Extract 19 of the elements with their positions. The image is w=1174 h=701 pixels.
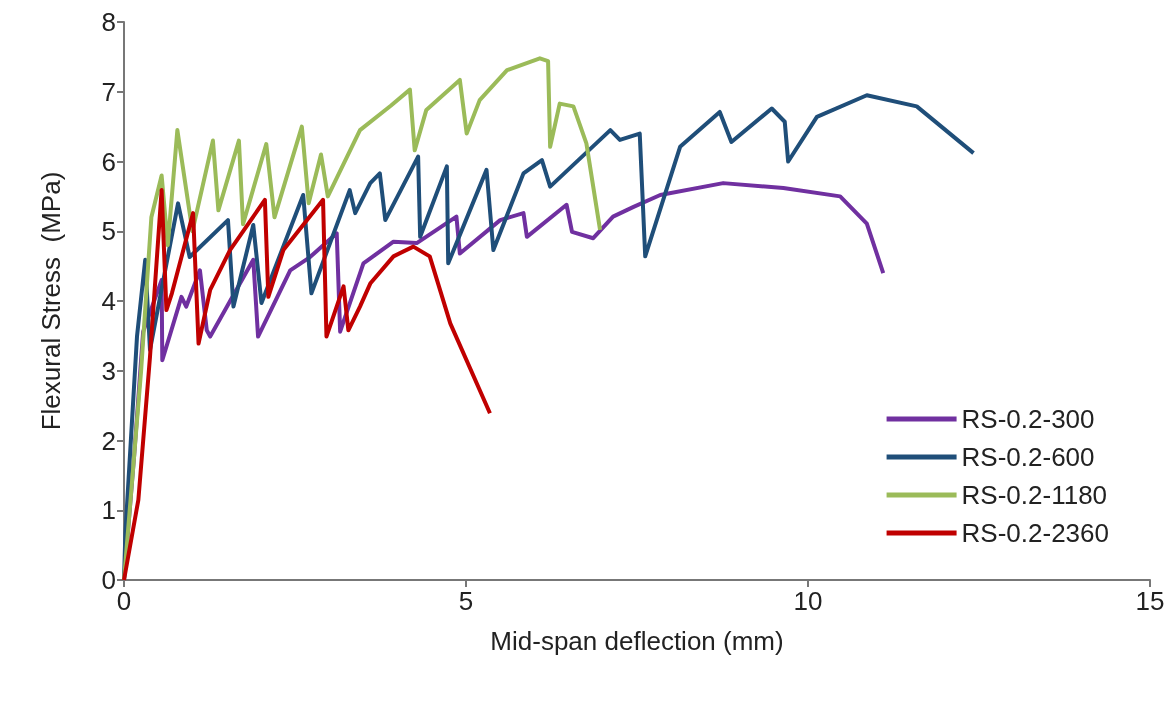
- y-tick-label: 6: [101, 146, 116, 177]
- x-tick-label: 5: [458, 586, 474, 616]
- y-tick-label: 4: [101, 286, 116, 316]
- legend-label: RS-0.2-2360: [961, 518, 1109, 548]
- y-tick-label: 7: [101, 76, 116, 107]
- x-tick-label: 15: [1135, 586, 1165, 616]
- y-tick-label: 0: [101, 565, 116, 595]
- x-axis-title: Mid-span deflection (mm): [490, 626, 784, 656]
- y-axis-title: Flexural Stress (MPa): [36, 171, 66, 431]
- legend-label: RS-0.2-600: [961, 442, 1095, 472]
- x-tick-label: 10: [793, 586, 823, 616]
- y-tick-label: 2: [101, 425, 116, 456]
- y-tick-label: 5: [101, 216, 116, 247]
- y-tick-label: 8: [101, 7, 116, 37]
- legend-label: RS-0.2-1180: [961, 480, 1108, 510]
- y-tick-label: 3: [101, 355, 116, 386]
- y-tick-label: 1: [101, 495, 116, 526]
- legend-label: RS-0.2-300: [961, 404, 1095, 434]
- line-series: [122, 188, 492, 582]
